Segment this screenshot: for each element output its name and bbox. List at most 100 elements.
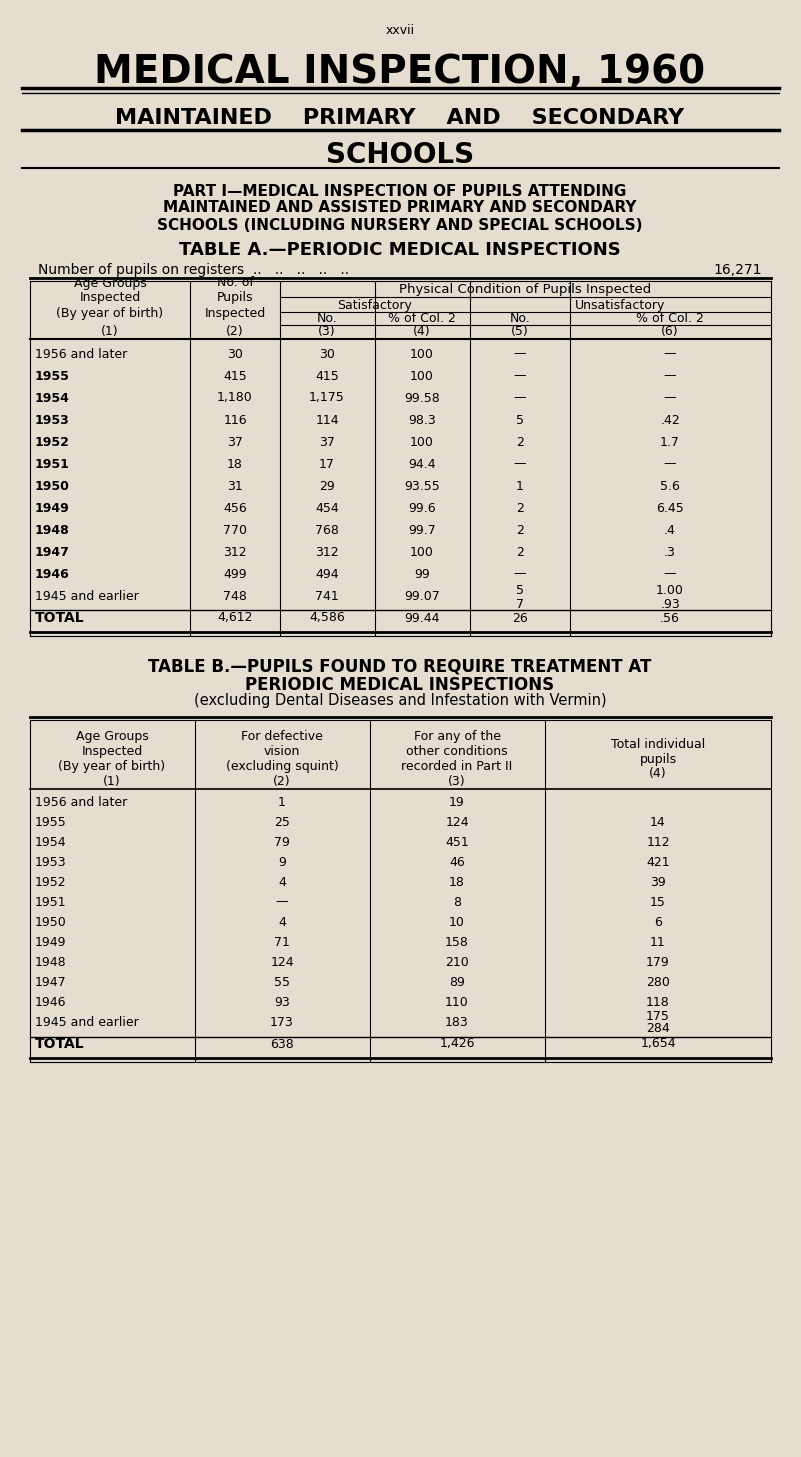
- Text: No.: No.: [316, 312, 337, 325]
- Text: 1945 and earlier: 1945 and earlier: [35, 1016, 139, 1029]
- Text: 4: 4: [278, 876, 286, 889]
- Text: 6: 6: [654, 915, 662, 928]
- Text: 100: 100: [410, 545, 434, 558]
- Text: 9: 9: [278, 855, 286, 868]
- Text: 1946: 1946: [35, 567, 70, 580]
- Text: 7: 7: [516, 597, 524, 610]
- Text: 93.55: 93.55: [405, 479, 440, 492]
- Text: 25: 25: [274, 816, 290, 829]
- Text: PERIODIC MEDICAL INSPECTIONS: PERIODIC MEDICAL INSPECTIONS: [245, 676, 554, 694]
- Text: 1950: 1950: [35, 479, 70, 492]
- Text: 16,271: 16,271: [714, 264, 762, 277]
- Text: 124: 124: [270, 956, 294, 969]
- Text: 71: 71: [274, 935, 290, 949]
- Text: 1953: 1953: [35, 414, 70, 427]
- Text: 1955: 1955: [35, 370, 70, 383]
- Text: 1: 1: [516, 479, 524, 492]
- Text: 10: 10: [449, 915, 465, 928]
- Text: 1,175: 1,175: [309, 392, 345, 405]
- Text: 99.7: 99.7: [409, 523, 436, 536]
- Text: 4,612: 4,612: [217, 612, 253, 625]
- Text: SCHOOLS: SCHOOLS: [326, 141, 474, 169]
- Text: —: —: [664, 457, 676, 471]
- Text: 1952: 1952: [35, 876, 66, 889]
- Text: Unsatisfactory: Unsatisfactory: [575, 299, 665, 312]
- Text: 1949: 1949: [35, 935, 66, 949]
- Text: —: —: [513, 348, 526, 360]
- Text: (1): (1): [101, 325, 119, 338]
- Text: 14: 14: [650, 816, 666, 829]
- Text: .4: .4: [664, 523, 676, 536]
- Text: 421: 421: [646, 855, 670, 868]
- Text: 1948: 1948: [35, 956, 66, 969]
- Text: 100: 100: [410, 370, 434, 383]
- Text: 1,654: 1,654: [640, 1037, 676, 1050]
- Text: 158: 158: [445, 935, 469, 949]
- Text: 173: 173: [270, 1016, 294, 1029]
- Text: Age Groups
Inspected
(By year of birth): Age Groups Inspected (By year of birth): [56, 277, 163, 319]
- Text: 312: 312: [223, 545, 247, 558]
- Text: 46: 46: [449, 855, 465, 868]
- Text: 17: 17: [319, 457, 335, 471]
- Text: 99.58: 99.58: [405, 392, 440, 405]
- Text: 1950: 1950: [35, 915, 66, 928]
- Text: 1951: 1951: [35, 457, 70, 471]
- Text: MAINTAINED    PRIMARY    AND    SECONDARY: MAINTAINED PRIMARY AND SECONDARY: [115, 108, 685, 128]
- Text: 1,180: 1,180: [217, 392, 253, 405]
- Text: 770: 770: [223, 523, 247, 536]
- Text: (2): (2): [226, 325, 244, 338]
- Text: 1,426: 1,426: [439, 1037, 475, 1050]
- Text: 415: 415: [223, 370, 247, 383]
- Text: 112: 112: [646, 835, 670, 848]
- Text: .3: .3: [664, 545, 676, 558]
- Text: (4): (4): [413, 325, 431, 338]
- Text: 1945 and earlier: 1945 and earlier: [35, 590, 139, 603]
- Text: 98.3: 98.3: [409, 414, 436, 427]
- Text: 1953: 1953: [35, 855, 66, 868]
- Text: 26: 26: [512, 612, 528, 625]
- Text: 110: 110: [445, 995, 469, 1008]
- Text: 1952: 1952: [35, 436, 70, 449]
- Text: 30: 30: [227, 348, 243, 360]
- Text: .42: .42: [660, 414, 680, 427]
- Text: 99.44: 99.44: [405, 612, 440, 625]
- Text: 39: 39: [650, 876, 666, 889]
- Text: 4,586: 4,586: [309, 612, 345, 625]
- Text: 11: 11: [650, 935, 666, 949]
- Text: —: —: [513, 567, 526, 580]
- Text: —: —: [513, 457, 526, 471]
- Text: 8: 8: [453, 896, 461, 909]
- Text: 175: 175: [646, 1011, 670, 1023]
- Text: TOTAL: TOTAL: [35, 1037, 85, 1050]
- Text: 768: 768: [315, 523, 339, 536]
- Text: 1.7: 1.7: [660, 436, 680, 449]
- Text: 1951: 1951: [35, 896, 66, 909]
- Text: 100: 100: [410, 436, 434, 449]
- Text: 284: 284: [646, 1023, 670, 1036]
- Text: (3): (3): [318, 325, 336, 338]
- Text: 5.6: 5.6: [660, 479, 680, 492]
- Text: 15: 15: [650, 896, 666, 909]
- Text: 94.4: 94.4: [409, 457, 436, 471]
- Text: 18: 18: [227, 457, 243, 471]
- Text: 99.6: 99.6: [409, 501, 436, 514]
- Text: Total individual
pupils
(4): Total individual pupils (4): [611, 737, 705, 781]
- Text: For defective
vision
(excluding squint)
(2): For defective vision (excluding squint) …: [226, 730, 338, 788]
- Text: 499: 499: [223, 567, 247, 580]
- Text: 638: 638: [270, 1037, 294, 1050]
- Text: —: —: [664, 392, 676, 405]
- Text: (5): (5): [511, 325, 529, 338]
- Text: % of Col. 2: % of Col. 2: [636, 312, 704, 325]
- Text: —: —: [664, 370, 676, 383]
- Text: (excluding Dental Diseases and Infestation with Vermin): (excluding Dental Diseases and Infestati…: [194, 694, 606, 708]
- Text: 741: 741: [315, 590, 339, 603]
- Text: 1947: 1947: [35, 976, 66, 988]
- Text: 1956 and later: 1956 and later: [35, 796, 127, 809]
- Text: Physical Condition of Pupils Inspected: Physical Condition of Pupils Inspected: [399, 283, 651, 296]
- Text: 1954: 1954: [35, 392, 70, 405]
- Text: 6.45: 6.45: [656, 501, 684, 514]
- Text: 4: 4: [278, 915, 286, 928]
- Text: 37: 37: [227, 436, 243, 449]
- Text: TOTAL: TOTAL: [35, 610, 85, 625]
- Text: —: —: [513, 392, 526, 405]
